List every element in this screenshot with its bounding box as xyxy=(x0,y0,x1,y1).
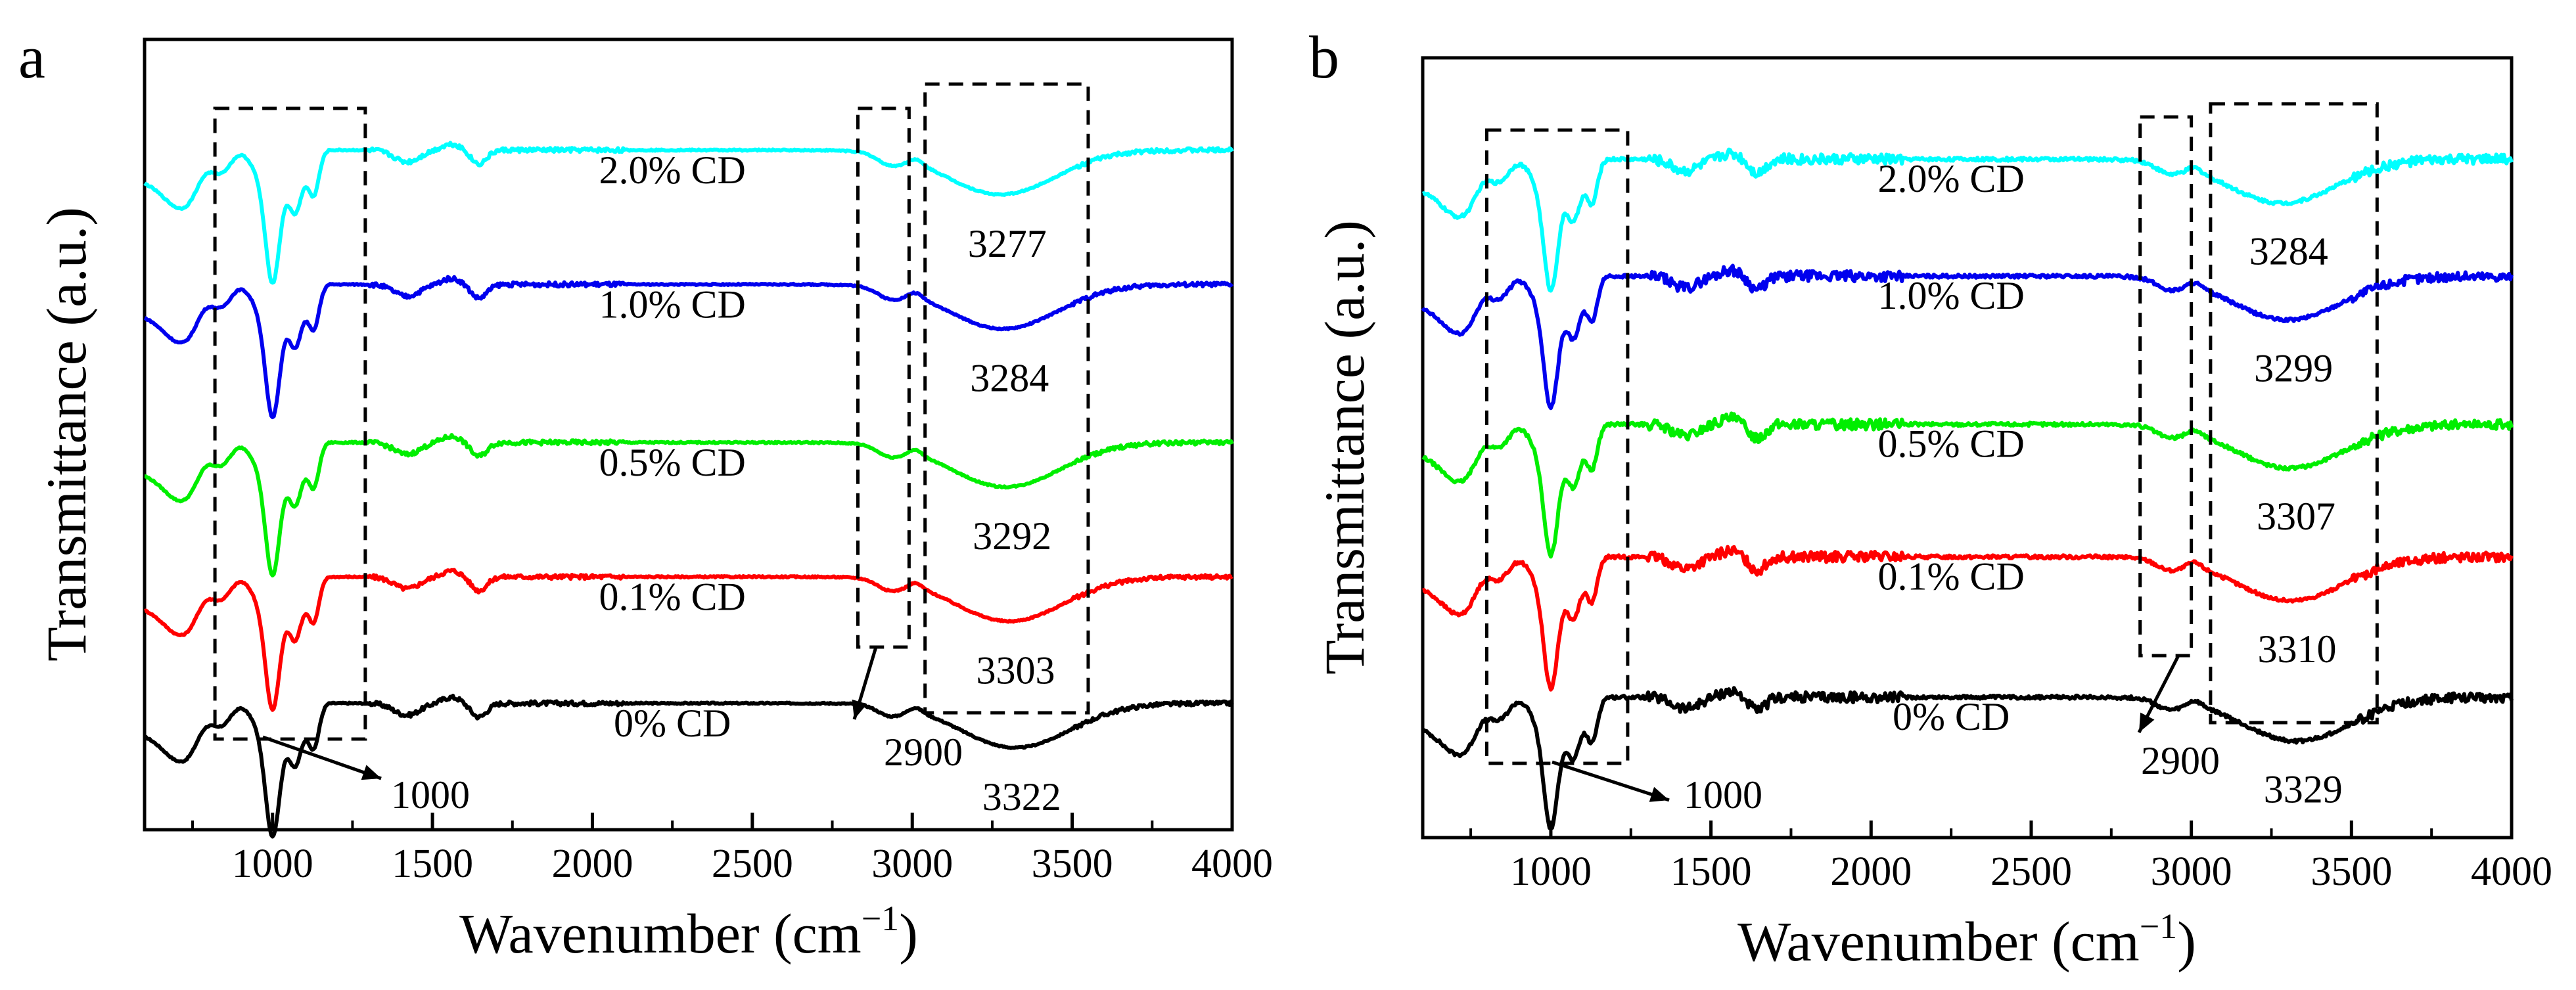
annotation-label: 2900 xyxy=(2141,739,2220,782)
panel-a-curves xyxy=(143,141,1234,839)
x-tick-label: 2500 xyxy=(712,842,793,886)
peak-label: 3329 xyxy=(2264,768,2343,811)
annotation-arrow-line xyxy=(1552,760,1670,802)
dashed-region-box xyxy=(213,106,367,741)
peak-label: 3310 xyxy=(2257,627,2336,671)
series-line-2 xyxy=(1421,411,2514,559)
annotation-arrow-head xyxy=(2139,712,2155,732)
series-label: 1.0% CD xyxy=(1877,274,2024,317)
x-tick-label: 3500 xyxy=(2311,849,2392,894)
panel-b-x-ticks: 1000 1500 2000 2500 3000 3500 4000 xyxy=(1469,821,2552,894)
peak-label: 3307 xyxy=(2257,495,2335,538)
annotation-arrow-head xyxy=(1649,786,1669,802)
x-tick-label: 3000 xyxy=(871,842,953,886)
panel-b-labels: 0% CD 3329 0.1% CD 3310 0.5% CD 3307 1.0% CD 32… xyxy=(1684,157,2343,817)
annotation-arrow-head xyxy=(852,699,867,719)
series-line-4 xyxy=(1421,147,2514,293)
series-line-2 xyxy=(143,433,1234,577)
peak-label: 3322 xyxy=(982,775,1061,819)
series-label: 0.5% CD xyxy=(1877,422,2024,466)
annotation-label: 2900 xyxy=(884,731,963,774)
panel-b-y-axis-title: Transmittance (a.u.) xyxy=(1313,220,1376,675)
x-tick-label: 4000 xyxy=(2471,849,2552,894)
series-line-1 xyxy=(1421,545,2514,692)
annotation-label: 1000 xyxy=(391,773,470,817)
panel-b-plot-frame xyxy=(1421,56,2514,840)
dashed-region-box xyxy=(2138,115,2194,658)
peak-label: 3303 xyxy=(976,648,1055,692)
dashed-region-box xyxy=(2209,102,2379,725)
x-tick-label: 2000 xyxy=(551,842,633,886)
series-label: 2.0% CD xyxy=(599,148,745,192)
series-label: 0.1% CD xyxy=(1877,555,2024,598)
panel-a: a 1000 1500 2000 2500 3000 3500 4000 0% CD 3322… xyxy=(18,24,1273,965)
x-tick-label: 3500 xyxy=(1032,842,1113,886)
panel-a-x-ticks: 1000 1500 2000 2500 3000 3500 4000 xyxy=(191,813,1273,886)
series-label: 0% CD xyxy=(614,702,731,745)
panel-a-plot-frame xyxy=(143,37,1234,832)
panel-b-dashed-boxes xyxy=(1484,102,2379,802)
x-tick-label: 4000 xyxy=(1191,842,1273,886)
x-tick-label: 3000 xyxy=(2151,849,2232,894)
peak-label: 3277 xyxy=(968,222,1047,265)
panel-a-letter: a xyxy=(18,24,45,91)
series-label: 0.5% CD xyxy=(599,441,745,484)
series-line-0 xyxy=(1421,686,2514,830)
series-label: 1.0% CD xyxy=(599,282,745,326)
series-line-0 xyxy=(143,694,1234,839)
panel-b-x-axis-title: Wavenumber (cm−1) xyxy=(1737,907,2196,973)
x-tick-label: 1000 xyxy=(1510,849,1592,894)
peak-label: 3284 xyxy=(2249,230,2328,273)
series-line-4 xyxy=(143,141,1234,285)
annotation-label: 1000 xyxy=(1684,773,1762,817)
panel-b: b 1000 1500 2000 2500 3000 3500 4000 0% CD 3329… xyxy=(1309,24,2552,973)
x-tick-label: 2000 xyxy=(1830,849,1912,894)
dashed-region-box xyxy=(923,82,1090,715)
x-tick-label: 1500 xyxy=(1670,849,1752,894)
series-line-1 xyxy=(143,568,1233,712)
series-line-3 xyxy=(1421,263,2514,411)
x-tick-label: 1000 xyxy=(232,842,313,886)
panel-b-curves xyxy=(1421,147,2514,830)
panel-a-y-axis-title: Transmittance (a.u.) xyxy=(35,207,98,662)
panel-a-x-axis-title: Wavenumber (cm−1) xyxy=(459,899,918,965)
series-label: 0% CD xyxy=(1893,695,2010,738)
panel-a-dashed-boxes xyxy=(213,82,1090,780)
annotation-arrow-head xyxy=(361,765,381,780)
series-label: 0.1% CD xyxy=(599,575,745,619)
x-tick-label: 2500 xyxy=(1990,849,2072,894)
x-tick-label: 1500 xyxy=(392,842,473,886)
dashed-region-box xyxy=(1484,128,1630,765)
dashed-region-box xyxy=(856,106,911,649)
series-label: 2.0% CD xyxy=(1877,157,2024,200)
panel-b-letter: b xyxy=(1309,24,1339,91)
peak-label: 3292 xyxy=(973,514,1051,558)
series-line-3 xyxy=(143,275,1234,420)
panel-a-labels: 0% CD 3322 0.1% CD 3303 0.5% CD 3292 1.0% CD 32… xyxy=(391,148,1061,819)
peak-label: 3284 xyxy=(970,356,1049,399)
annotation-arrow-line xyxy=(262,735,382,780)
peak-label: 3299 xyxy=(2254,347,2333,390)
